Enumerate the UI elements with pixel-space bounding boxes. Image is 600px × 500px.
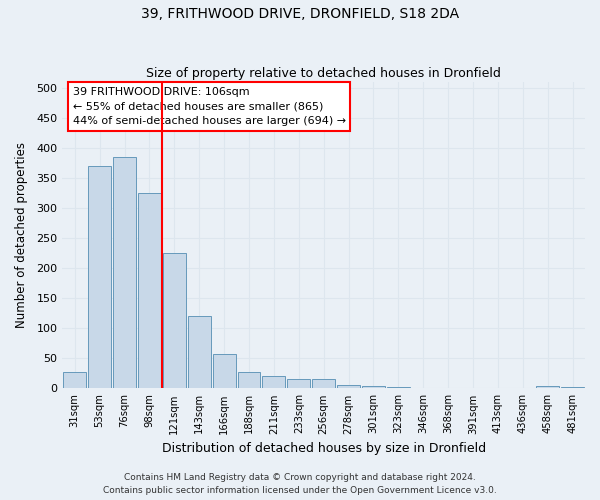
Bar: [362, 386, 385, 388]
Bar: [188, 316, 211, 388]
Text: Contains HM Land Registry data © Crown copyright and database right 2024.
Contai: Contains HM Land Registry data © Crown c…: [103, 474, 497, 495]
Y-axis label: Number of detached properties: Number of detached properties: [15, 142, 28, 328]
Bar: [88, 166, 111, 388]
Bar: [113, 157, 136, 388]
Bar: [387, 387, 410, 388]
Bar: [163, 254, 186, 388]
Bar: [212, 354, 236, 388]
Bar: [64, 372, 86, 388]
Bar: [337, 385, 360, 388]
Title: Size of property relative to detached houses in Dronfield: Size of property relative to detached ho…: [146, 66, 501, 80]
Bar: [536, 386, 559, 388]
Bar: [561, 386, 584, 388]
Text: 39 FRITHWOOD DRIVE: 106sqm
← 55% of detached houses are smaller (865)
44% of sem: 39 FRITHWOOD DRIVE: 106sqm ← 55% of deta…: [73, 86, 346, 126]
Bar: [138, 193, 161, 388]
Bar: [238, 372, 260, 388]
Bar: [287, 380, 310, 388]
Bar: [262, 376, 286, 388]
X-axis label: Distribution of detached houses by size in Dronfield: Distribution of detached houses by size …: [161, 442, 486, 455]
Bar: [312, 380, 335, 388]
Text: 39, FRITHWOOD DRIVE, DRONFIELD, S18 2DA: 39, FRITHWOOD DRIVE, DRONFIELD, S18 2DA: [141, 8, 459, 22]
